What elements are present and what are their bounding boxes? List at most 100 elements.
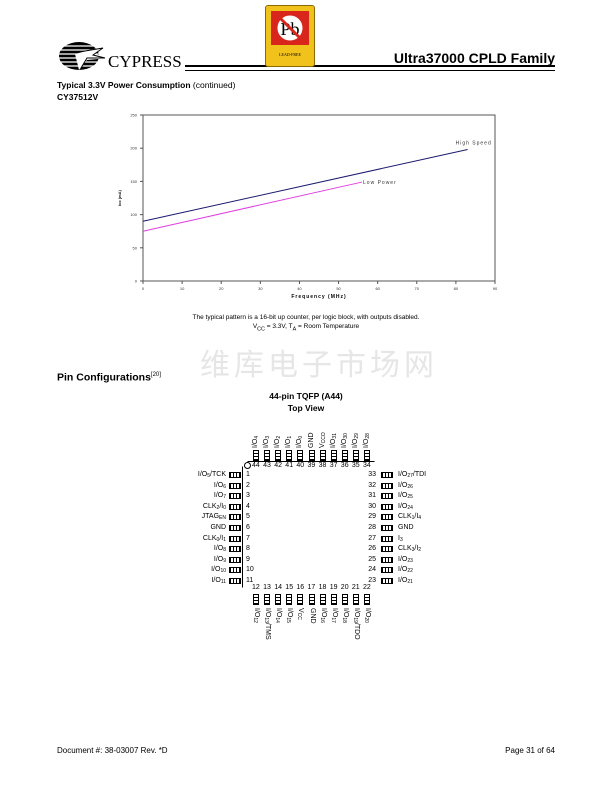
pin-lead [308,450,315,461]
x-tick-label: 60 [375,286,380,291]
pin-number: 12 [252,584,260,591]
watermark: 维库电子市场网 [200,348,438,383]
pin-number: 26 [368,545,376,553]
y-tick-label: 0 [135,279,138,284]
pin-label: I/O29 [351,433,360,448]
pin-lead [330,594,337,605]
pin-lead [341,594,348,605]
pin-number: 40 [296,462,305,469]
pin-label: I/O15 [285,608,294,623]
pin-label: VCCO [318,432,327,448]
pin-lead [364,594,370,605]
x-tick-label: 20 [219,286,224,291]
pin-label: GND [308,608,316,624]
pin-label: CLK3/I2 [398,545,422,554]
page-number: Page 31 of 64 [505,746,555,755]
pin-lead [229,567,241,574]
pin-lead [297,450,304,461]
y-tick-label: 150 [130,179,137,184]
pin-number: 39 [307,462,316,469]
plot-frame [142,114,496,282]
pin-number: 6 [246,524,250,531]
pin-number: 11 [246,577,254,584]
pin-label: I/O30 [340,433,349,448]
pin-lead [381,514,393,521]
pin-label: I/O12 [252,608,260,623]
pin-lead [381,503,393,510]
pin-lead [352,594,359,605]
pin-number: 15 [285,584,294,591]
pin-lead [381,546,393,553]
pin-number: 37 [329,462,338,469]
y-tick-label: 250 [130,113,137,118]
pin-label: JTAGEN [201,513,226,522]
x-tick-label: 50 [336,286,341,291]
pin-label: I/O25 [398,492,413,501]
pin-number: 18 [318,584,327,591]
pin-label: I/O27/TDI [398,471,427,479]
pin-config-title: Pin Configurations[20] [57,371,161,384]
y-tick-label: 100 [130,212,137,217]
pin-number: 23 [368,577,376,584]
pin-number: 16 [296,584,305,591]
pin-label: I/O10 [211,566,226,575]
pin-lead [381,556,393,563]
x-tick-label: 30 [258,286,263,291]
x-tick-label: 10 [180,286,185,291]
pin-lead [229,493,241,500]
x-tick-label: 0 [142,286,145,291]
pin-number: 30 [368,502,376,510]
pin-lead [308,594,315,605]
series-line [142,149,468,222]
chart-caption: The typical pattern is a 16-bit up count… [0,313,612,334]
pin-number: 35 [351,462,360,469]
pin-number: 2 [246,481,250,489]
y-axis-label: Icc (mA) [117,189,122,205]
pin-label: I/O31 [329,433,338,448]
pin-label: I/O23 [398,555,413,564]
pin-label: I3 [398,534,403,543]
y-tick-label: 50 [133,245,138,250]
pin-number: 44 [252,462,260,469]
x-tick-label: 90 [493,286,498,291]
pin-lead [364,450,370,461]
pin-label: I/O26 [398,481,413,490]
pin-label: CLK1/I4 [398,513,422,522]
document-title: Ultra37000 CPLD Family [393,50,555,66]
pin-lead [381,482,393,489]
pin-label: I/O9 [213,555,226,564]
pin-label: I/O20 [363,608,371,623]
pin-number: 27 [368,534,376,542]
series-label: High Speed [456,141,492,147]
pin-lead [286,594,293,605]
package-view: Top View [287,403,325,413]
pin-number: 19 [329,584,338,591]
pin-label: I/O2 [274,435,283,448]
pin-number: 3 [246,492,250,500]
pin-lead [229,578,241,584]
pin-number: 33 [368,471,376,478]
pin-number: 34 [363,462,371,469]
pin-number: 31 [368,492,376,500]
pin-number: 9 [246,555,250,563]
pin-number: 8 [246,545,250,553]
x-tick-label: 80 [454,286,459,291]
section-title-suffix: (continued) [192,80,236,90]
pin-label: I/O17 [329,608,338,623]
pin-number: 38 [318,462,327,469]
pin-number: 7 [246,534,250,542]
pin-label: CLK0/I1 [202,534,226,543]
lead-free-badge: Pb LEAD-FREE [265,5,315,67]
pin-lead [229,503,241,510]
logo-text: CYPRESS [108,52,182,71]
pin-lead [297,594,304,605]
pin-lead [229,535,241,542]
pin-lead [229,482,241,489]
power-chart: 0 50 100 150 200 250 0 10 20 30 40 50 60 70 80 90 Freque… [117,113,498,301]
x-tick-label: 40 [297,286,302,291]
pin-number: 1 [246,471,250,478]
package-title: 44-pin TQFP (A44) Top View [0,390,612,414]
pin-lead [264,594,271,605]
no-lead-icon: Pb LEAD-FREE [271,11,309,57]
document-number: Document #: 38-03007 Rev. *D [57,746,168,755]
